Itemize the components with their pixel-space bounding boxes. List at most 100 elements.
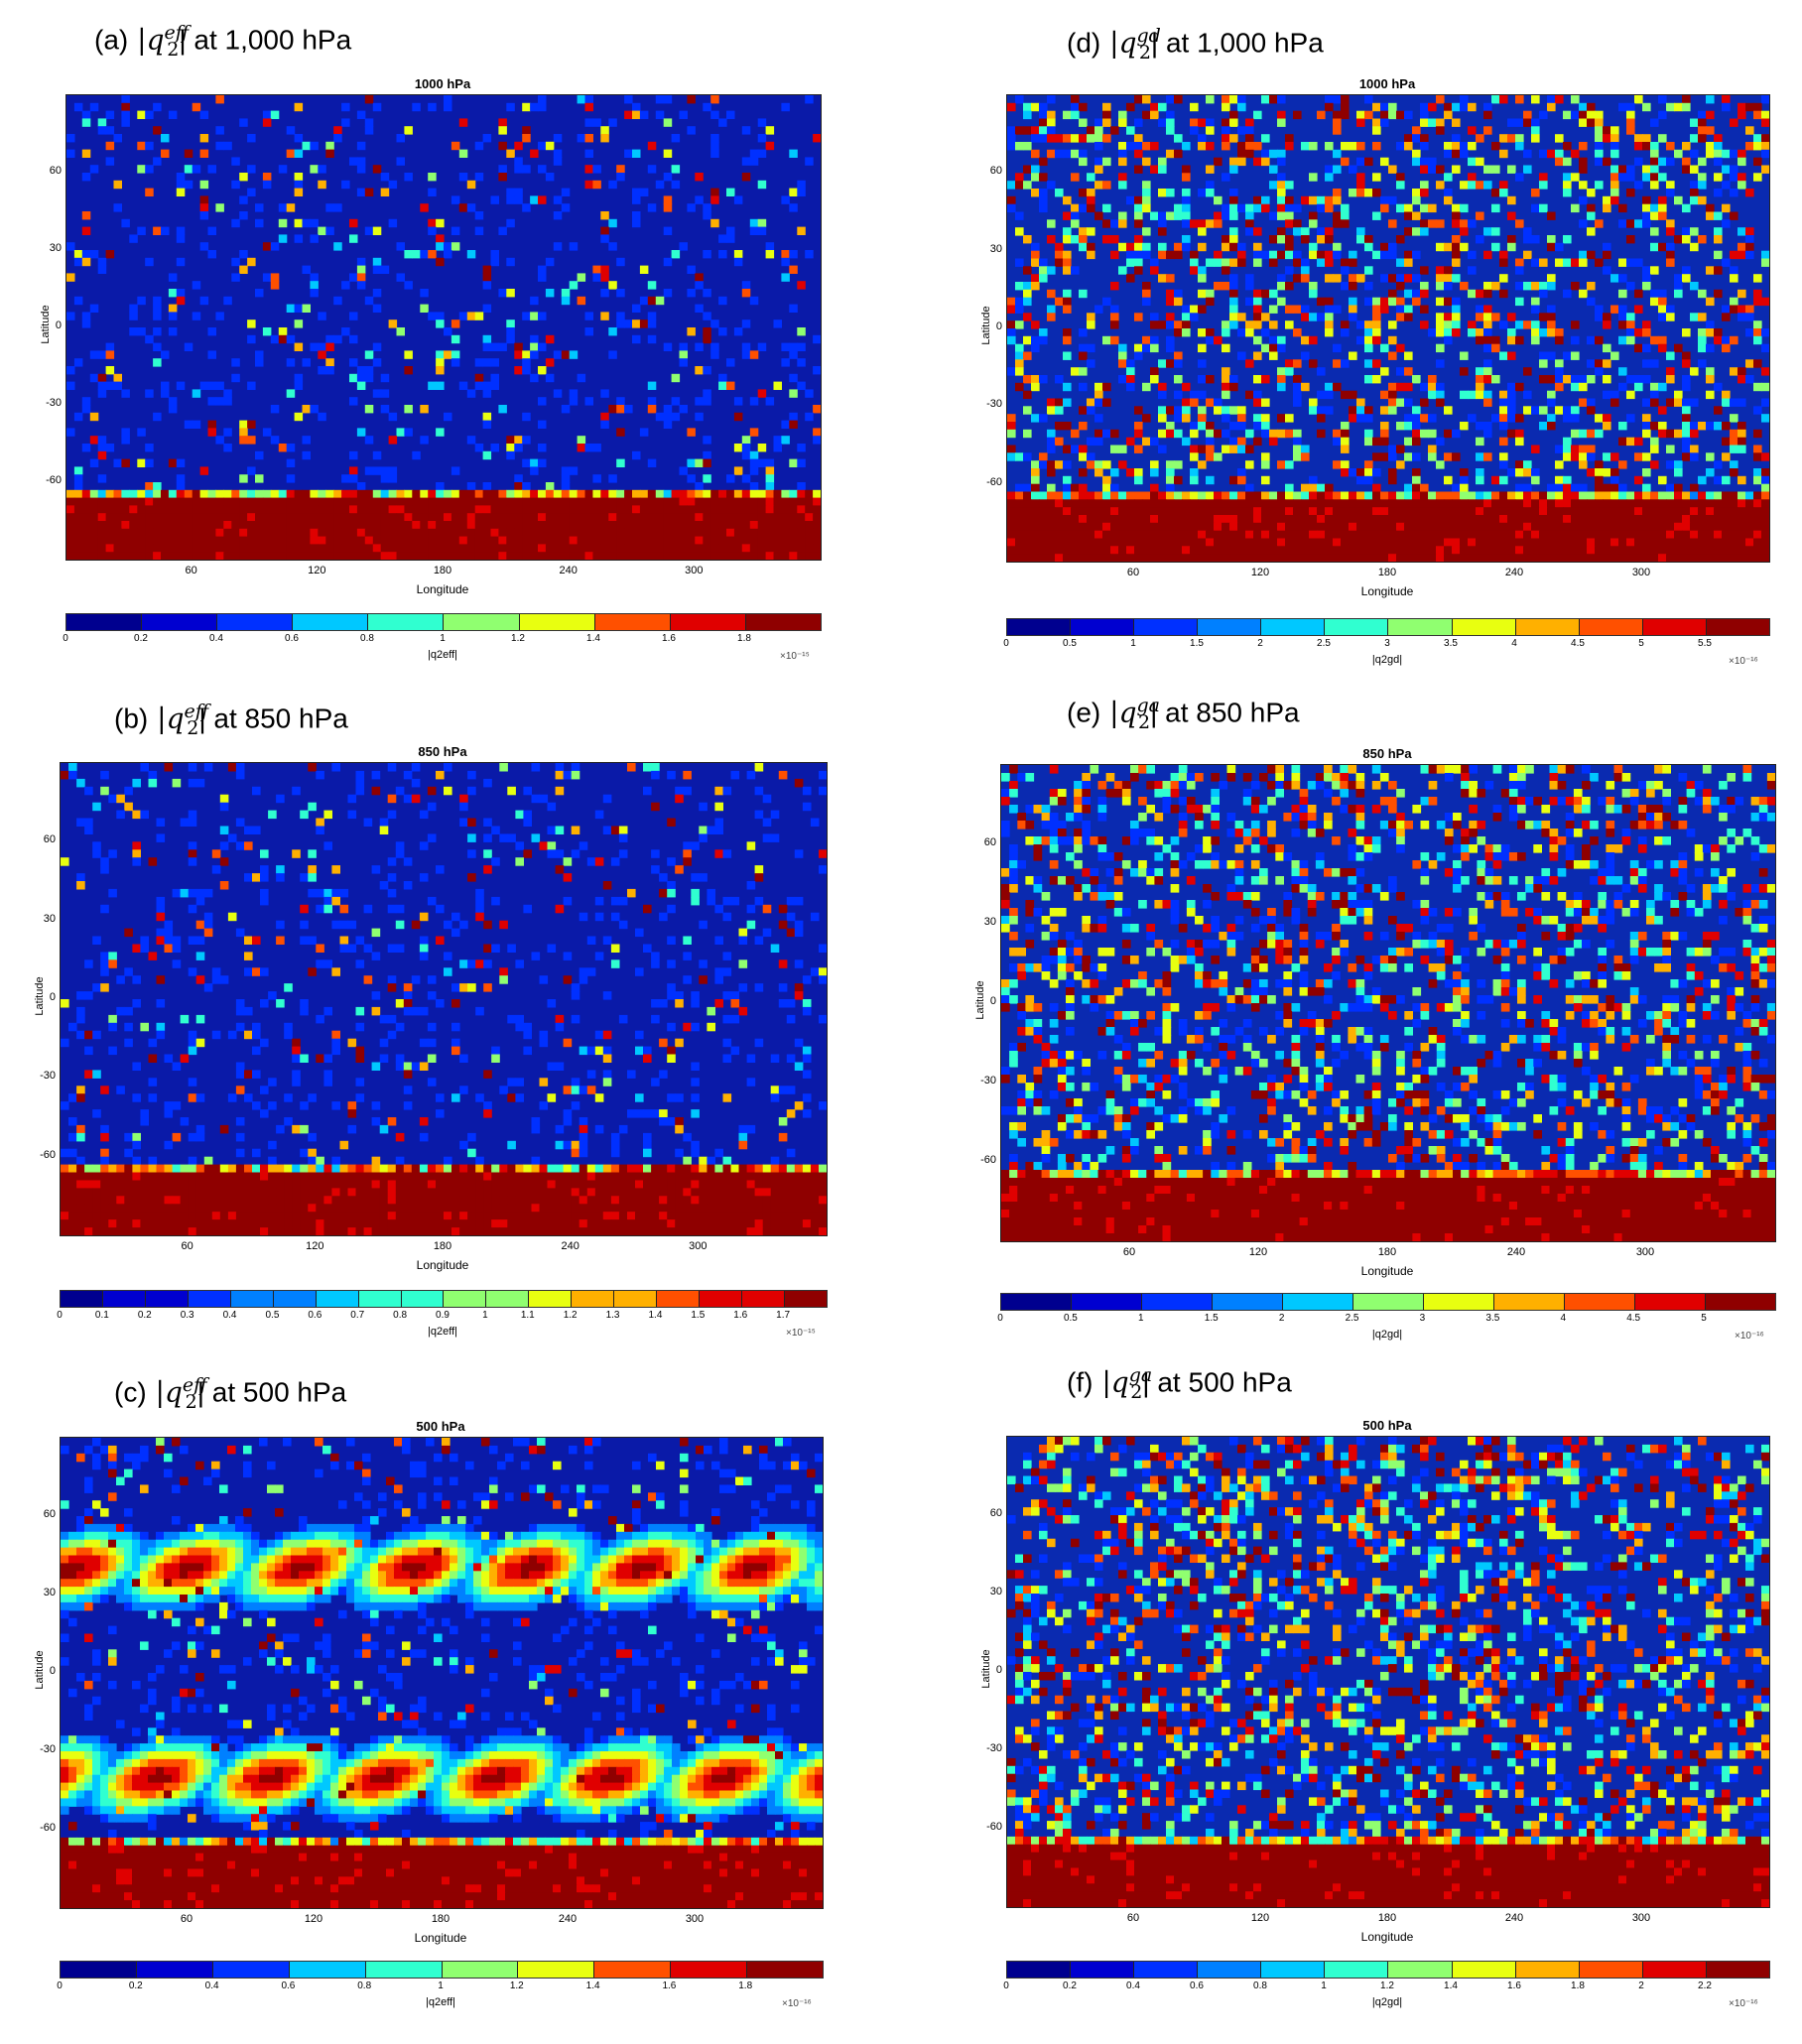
heatmap-cell	[84, 1204, 93, 1213]
heatmap-cell	[148, 1093, 158, 1102]
heatmap-cell	[168, 289, 178, 298]
heatmap-cell	[710, 528, 719, 538]
heatmap-cell	[775, 1571, 784, 1580]
heatmap-cell	[235, 1227, 245, 1235]
heatmap-cell	[215, 141, 224, 151]
heatmap-cell	[219, 1587, 228, 1596]
heatmap-cell	[180, 1196, 190, 1205]
heatmap-cell	[156, 928, 166, 938]
heatmap-cell	[412, 544, 421, 553]
heatmap-cell	[215, 513, 224, 522]
heatmap-cell	[667, 1196, 676, 1205]
heatmap-cell	[76, 1219, 85, 1228]
heatmap-cell	[643, 1148, 652, 1158]
heatmap-cell	[523, 1172, 532, 1181]
heatmap-cell	[84, 1633, 93, 1642]
heatmap-cell	[781, 528, 790, 538]
heatmap-cell	[805, 528, 814, 538]
heatmap-cell	[592, 165, 601, 174]
heatmap-cell	[195, 778, 205, 788]
heatmap-cell	[341, 489, 350, 499]
heatmap-cell	[73, 466, 83, 475]
heatmap-cell	[688, 1609, 697, 1619]
heatmap-cell	[164, 1188, 174, 1197]
heatmap-cell	[741, 350, 751, 359]
heatmap-cell	[656, 1563, 665, 1572]
heatmap-cell	[714, 802, 723, 812]
heatmap-cell	[537, 1563, 546, 1572]
heatmap-cell	[687, 505, 696, 514]
heatmap-cell	[498, 173, 507, 182]
heatmap-cell	[474, 312, 484, 320]
heatmap-cell	[323, 1172, 332, 1181]
heatmap-cell	[278, 552, 288, 560]
heatmap-cell	[474, 489, 484, 499]
heatmap-cell	[497, 1601, 506, 1611]
heatmap-cell	[767, 1563, 776, 1572]
heatmap-cell	[475, 904, 484, 914]
heatmap-cell	[307, 1587, 316, 1596]
heatmap-cell	[786, 1164, 796, 1174]
heatmap-cell	[121, 544, 130, 553]
heatmap-cell	[722, 1054, 732, 1063]
heatmap-cell	[608, 474, 617, 483]
heatmap-cell	[775, 1484, 784, 1493]
heatmap-cell	[592, 1563, 601, 1572]
heatmap-cell	[333, 513, 342, 522]
heatmap-cell	[523, 786, 532, 796]
heatmap-cell	[68, 1595, 77, 1603]
heatmap-cell	[161, 149, 170, 158]
heatmap-cell	[778, 1227, 788, 1235]
heatmap-cell	[394, 1673, 403, 1682]
heatmap-cell	[308, 865, 317, 874]
heatmap-cell	[791, 1579, 800, 1588]
heatmap-cell	[404, 281, 413, 290]
heatmap-cell	[411, 1172, 421, 1181]
heatmap-cell	[813, 489, 821, 499]
heatmap-cell	[696, 1461, 705, 1470]
heatmap-cell	[260, 967, 269, 976]
heatmap-cell	[140, 1164, 149, 1174]
heatmap-cell	[331, 865, 340, 874]
heatmap-cell	[164, 1555, 173, 1564]
heatmap-cell	[491, 944, 500, 953]
heatmap-cell	[252, 1219, 261, 1228]
heatmap-cell	[695, 482, 704, 491]
heatmap-cell	[465, 1523, 474, 1533]
heatmap-cell	[243, 1531, 252, 1541]
heatmap-cell	[61, 1587, 69, 1596]
heatmap-cell	[137, 489, 146, 499]
heatmap-cell	[675, 1038, 684, 1048]
heatmap-cell	[156, 1022, 166, 1032]
heatmap-cell	[577, 1500, 585, 1509]
heatmap-cell	[659, 1164, 668, 1174]
heatmap-cell	[592, 1595, 601, 1603]
heatmap-cell	[624, 1601, 633, 1611]
heatmap-cell	[553, 242, 563, 251]
heatmap-cell	[627, 1109, 636, 1118]
heatmap-cell	[161, 134, 170, 143]
heatmap-cell	[473, 1555, 482, 1564]
heatmap-cell	[116, 1164, 125, 1174]
heatmap-cell	[207, 513, 216, 522]
heatmap-cell	[482, 281, 492, 290]
heatmap-cell	[743, 1555, 752, 1564]
heatmap-cell	[278, 528, 288, 538]
heatmap-cell	[555, 1014, 565, 1024]
heatmap-cell	[259, 1595, 268, 1603]
heatmap-cell	[538, 521, 547, 530]
heatmap-cell	[529, 1601, 538, 1611]
heatmap-cell	[538, 342, 547, 351]
heatmap-cell	[315, 1595, 323, 1603]
heatmap-cell	[561, 528, 571, 538]
x-tick-label: 60	[185, 565, 197, 576]
heatmap-cell	[76, 1523, 85, 1533]
heatmap-cell	[696, 1555, 705, 1564]
heatmap-cell	[719, 1484, 728, 1493]
heatmap-cell	[132, 1555, 141, 1564]
heatmap-cell	[522, 134, 531, 143]
heatmap-cell	[338, 1571, 347, 1580]
heatmap-cell	[219, 1609, 228, 1619]
heatmap-cell	[411, 1164, 421, 1174]
heatmap-cell	[679, 350, 688, 359]
